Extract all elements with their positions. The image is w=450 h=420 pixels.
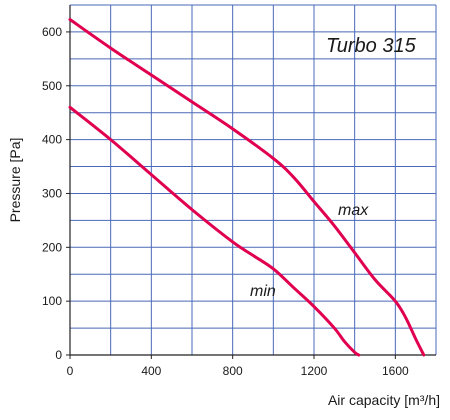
x-tick-label: 800 — [223, 364, 243, 378]
series — [68, 18, 426, 357]
chart-title: Turbo 315 — [326, 35, 417, 57]
series-label-min: min — [250, 283, 276, 300]
x-axis-title: Air capacity [m³/h] — [328, 392, 440, 408]
y-axis-title: Pressure [Pa] — [7, 138, 23, 223]
y-tick-label: 200 — [42, 240, 62, 254]
y-tick-label: 300 — [42, 186, 62, 200]
grid — [70, 4, 437, 355]
series-line-max — [68, 18, 426, 357]
y-tick-label: 0 — [55, 348, 62, 362]
x-tick-label: 400 — [141, 364, 161, 378]
tick-labels: 0 400 800 1200 1600 0 100 200 300 400 500 600 — [42, 25, 409, 378]
y-tick-label: 400 — [42, 133, 62, 147]
series-line-min — [68, 105, 361, 357]
y-tick-label: 500 — [42, 79, 62, 93]
series-label-max: max — [338, 202, 369, 219]
x-tick-label: 1200 — [301, 364, 328, 378]
x-tick-label: 0 — [67, 364, 74, 378]
x-tick-label: 1600 — [382, 364, 409, 378]
y-tick-label: 100 — [42, 294, 62, 308]
y-tick-label: 600 — [42, 25, 62, 39]
axes — [69, 5, 436, 356]
